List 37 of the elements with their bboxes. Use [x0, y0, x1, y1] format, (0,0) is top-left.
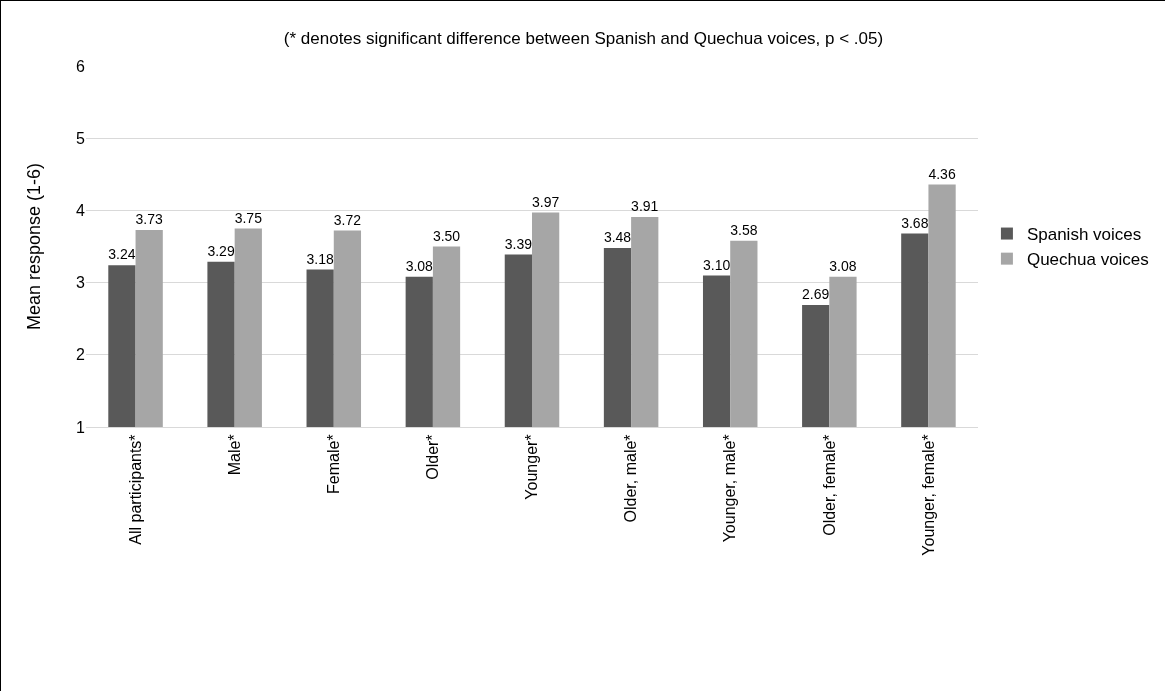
x-tick-label: All participants*: [126, 434, 144, 545]
data-label: 3.91: [631, 198, 659, 215]
x-tick-label: Younger, male*: [721, 434, 739, 543]
data-label: 3.75: [234, 209, 263, 226]
data-label: 3.48: [603, 229, 632, 246]
data-label: 3.68: [901, 214, 929, 231]
x-tick-label: Female*: [324, 434, 342, 494]
data-label: 3.58: [730, 221, 758, 238]
legend-label: Spanish voices: [1026, 225, 1142, 245]
data-label: 4.36: [928, 165, 956, 182]
data-label: 3.39: [504, 235, 533, 252]
y-tick-label: 3: [76, 274, 86, 292]
data-label: 3.10: [702, 256, 731, 273]
data-label: 3.72: [333, 211, 362, 228]
legend-label: Quechua voices: [1026, 250, 1149, 270]
y-tick-label: 4: [76, 202, 86, 219]
data-label: 2.69: [802, 286, 830, 303]
x-tick-label: Younger, female*: [919, 434, 937, 556]
data-label: 3.50: [432, 227, 461, 244]
y-tick-label: 1: [76, 418, 86, 436]
chart-title: (* denotes significant difference between Spanish and Quechua voices, p < .05): [283, 28, 884, 48]
data-label: 3.73: [135, 211, 164, 228]
x-tick-label: Older*: [424, 434, 442, 480]
y-axis-title: Mean response (1-6): [24, 162, 44, 331]
y-tick-label: 5: [76, 129, 86, 147]
data-label: 3.24: [108, 246, 136, 263]
data-label: 3.97: [532, 193, 560, 210]
y-tick-label: 6: [76, 57, 86, 75]
y-tick-label: 2: [76, 346, 86, 364]
x-tick-label: Male*: [225, 434, 243, 476]
x-tick-label: Older, male*: [622, 434, 640, 523]
data-label: 3.29: [207, 242, 235, 259]
data-label: 3.08: [405, 258, 434, 275]
x-tick-label: Younger*: [523, 434, 541, 500]
x-tick-label: Older, female*: [820, 434, 838, 536]
data-label: 3.18: [306, 250, 334, 267]
data-label: 3.08: [829, 258, 857, 275]
